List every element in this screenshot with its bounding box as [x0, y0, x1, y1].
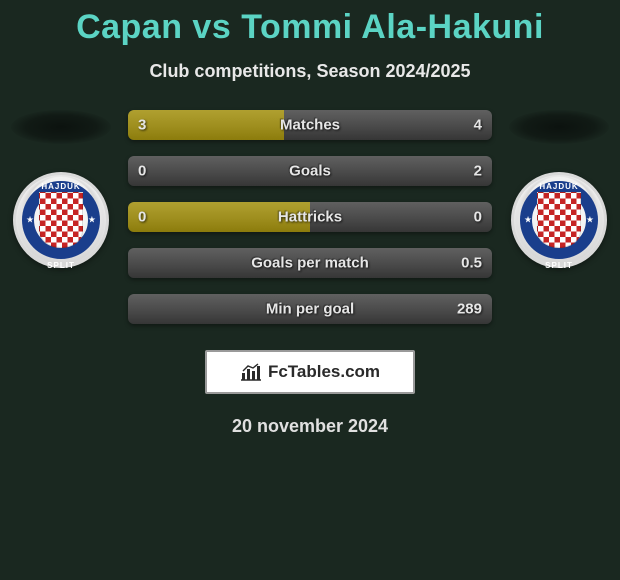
stat-bar: 0 0 Hattricks	[128, 202, 492, 232]
stat-label: Goals	[289, 163, 331, 180]
stat-value-left: 3	[138, 117, 146, 134]
stat-bar: 3 4 Matches	[128, 110, 492, 140]
player-right-col: ★ ★	[504, 110, 614, 268]
page-subtitle: Club competitions, Season 2024/2025	[0, 61, 620, 82]
checker-shield-icon	[537, 192, 581, 248]
stat-label: Min per goal	[266, 301, 354, 318]
stat-bar: 0 2 Goals	[128, 156, 492, 186]
stats-bars: 3 4 Matches 0 2 Goals 0 0 Hattricks 0.5 Goals per …	[116, 110, 504, 324]
stat-value-right: 289	[457, 301, 482, 318]
checker-shield-icon	[39, 192, 83, 248]
stat-value-right: 4	[474, 117, 482, 134]
date-label: 20 november 2024	[0, 416, 620, 437]
stat-label: Hattricks	[278, 209, 342, 226]
stat-bar: 289 Min per goal	[128, 294, 492, 324]
stat-value-right: 0	[474, 209, 482, 226]
shadow-halo	[11, 110, 111, 144]
shadow-halo	[509, 110, 609, 144]
infographic-container: Capan vs Tommi Ala-Hakuni Club competiti…	[0, 0, 620, 437]
club-badge-right: ★ ★	[511, 172, 607, 268]
page-title: Capan vs Tommi Ala-Hakuni	[0, 8, 620, 47]
stat-value-right: 2	[474, 163, 482, 180]
stat-bar-left-fill	[128, 110, 284, 140]
stat-value-left: 0	[138, 209, 146, 226]
stat-label: Matches	[280, 117, 340, 134]
stat-label: Goals per match	[251, 255, 369, 272]
player-left-col: ★ ★	[6, 110, 116, 268]
stat-bar: 0.5 Goals per match	[128, 248, 492, 278]
brand-logo-box: FcTables.com	[205, 350, 415, 394]
main-row: ★ ★ 3 4 Matches 0 2 Goals 0 0 Hattricks 0.5 Goals …	[0, 110, 620, 324]
bar-chart-icon	[240, 363, 262, 381]
brand-logo-text: FcTables.com	[268, 362, 380, 382]
stat-value-right: 0.5	[461, 255, 482, 272]
stat-value-left: 0	[138, 163, 146, 180]
club-badge-left: ★ ★	[13, 172, 109, 268]
